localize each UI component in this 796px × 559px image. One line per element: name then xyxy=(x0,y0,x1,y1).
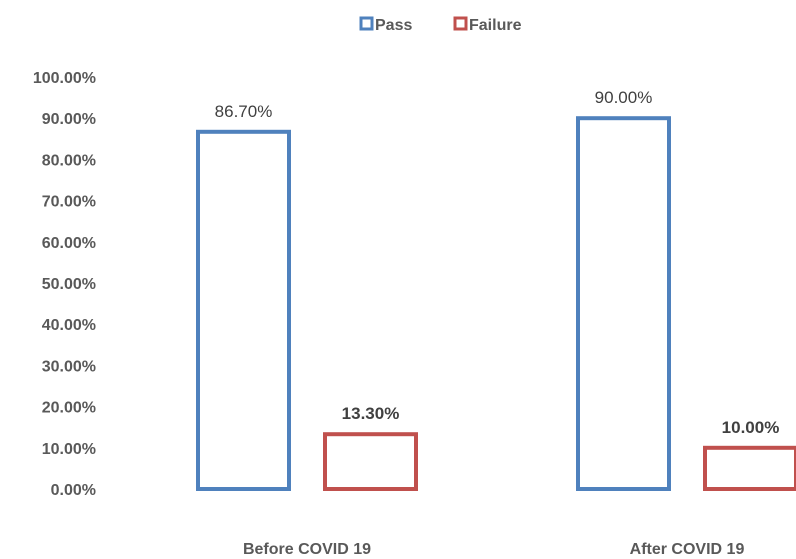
legend-swatch-pass xyxy=(359,16,374,31)
legend: Pass Failure xyxy=(359,16,522,34)
data-label-pass: 90.00% xyxy=(595,88,653,107)
y-tick-label: 50.00% xyxy=(42,276,96,293)
y-tick-label: 0.00% xyxy=(51,482,96,499)
x-category-label: Before COVID 19 xyxy=(243,541,371,558)
y-tick-label: 100.00% xyxy=(33,70,96,87)
bars xyxy=(196,116,796,492)
legend-swatch-failure xyxy=(453,16,468,31)
x-axis: Before COVID 19 After COVID 19 xyxy=(243,541,744,558)
y-tick-label: 90.00% xyxy=(42,111,96,128)
legend-label-failure: Failure xyxy=(469,17,522,34)
y-tick-label: 80.00% xyxy=(42,152,96,169)
bar-pass-after xyxy=(576,116,671,491)
y-tick-label: 70.00% xyxy=(42,194,96,211)
data-labels: 86.70% 13.30% 90.00% 10.00% xyxy=(215,88,780,437)
bar-failure-after xyxy=(703,445,796,491)
y-tick-label: 30.00% xyxy=(42,358,96,375)
y-tick-label: 40.00% xyxy=(42,317,96,334)
y-axis: 0.00% 10.00% 20.00% 30.00% 40.00% 50.00% 60.00… xyxy=(33,70,96,499)
data-label-pass: 86.70% xyxy=(215,102,273,121)
y-tick-label: 10.00% xyxy=(42,441,96,458)
data-label-failure: 10.00% xyxy=(722,418,780,437)
y-tick-label: 20.00% xyxy=(42,400,96,417)
data-label-failure: 13.30% xyxy=(342,404,400,423)
y-tick-label: 60.00% xyxy=(42,235,96,252)
bar-failure-before xyxy=(323,432,418,492)
bar-pass-before xyxy=(196,129,291,492)
x-category-label: After COVID 19 xyxy=(630,541,745,558)
legend-label-pass: Pass xyxy=(375,17,412,34)
